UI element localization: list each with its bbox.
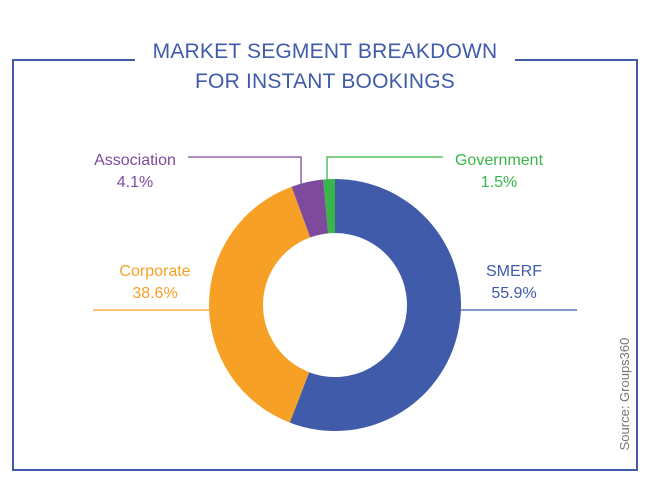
slice-corporate <box>208 186 311 423</box>
label-smerf-value: 55.9% <box>491 285 537 302</box>
frame-border <box>12 59 638 471</box>
leader-lines <box>93 156 577 311</box>
label-smerf-name: SMERF <box>486 263 542 280</box>
source-note: Source: Groups360 <box>617 337 632 451</box>
chart-frame <box>12 59 638 471</box>
label-association-name: Association <box>94 152 176 169</box>
donut <box>208 179 461 431</box>
label-corporate: Corporate 38.6% <box>95 261 215 305</box>
label-association: Association 4.1% <box>70 150 200 194</box>
leader-association <box>188 156 302 186</box>
label-corporate-value: 38.6% <box>132 285 178 302</box>
label-smerf: SMERF 55.9% <box>462 261 566 305</box>
label-association-value: 4.1% <box>116 174 154 191</box>
leader-government <box>326 156 443 180</box>
label-government-value: 1.5% <box>480 174 518 191</box>
chart-title-line-1: MARKET SEGMENT BREAKDOWN <box>152 40 498 63</box>
label-government: Government 1.5% <box>438 150 560 194</box>
slice-smerf <box>289 179 461 431</box>
label-government-name: Government <box>454 152 544 169</box>
slice-association <box>291 179 329 238</box>
chart-title-line-2: FOR INSTANT BOOKINGS <box>195 70 455 93</box>
slice-government <box>323 179 335 234</box>
label-corporate-name: Corporate <box>119 263 191 280</box>
